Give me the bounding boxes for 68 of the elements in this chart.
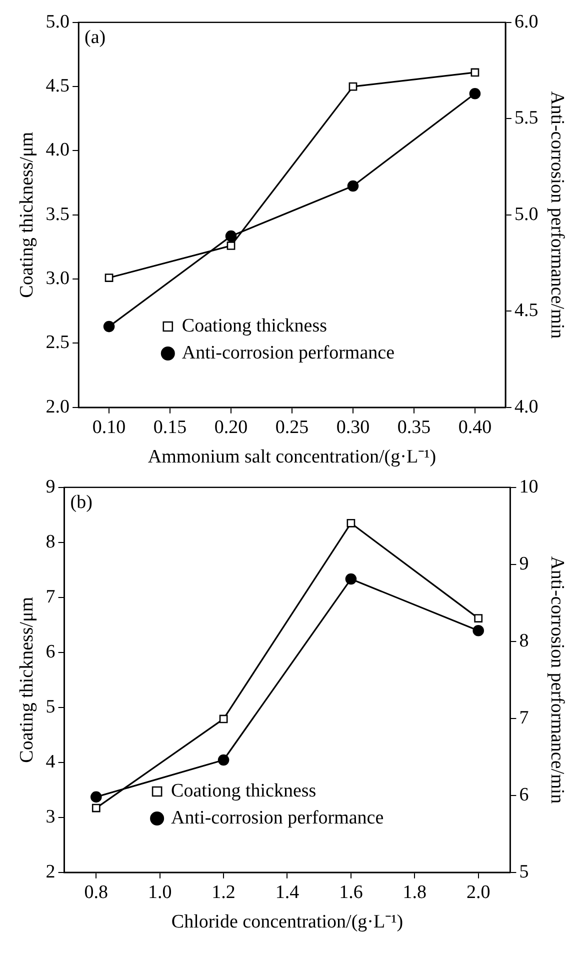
point [90,791,102,803]
y2-tick-label: 8 [519,630,529,652]
y2-tick-label: 5.5 [514,108,538,129]
y2-tick-label: 10 [519,476,538,498]
y2-axis-title: Anti-corrosion performance/min [546,91,568,340]
point [347,180,359,192]
point [469,88,481,100]
y-tick-label: 5 [46,696,56,718]
point [345,573,357,585]
x-tick-label: 0.10 [92,416,126,438]
point [219,714,228,724]
point [225,230,237,242]
x-tick-label: 1.4 [275,882,300,903]
point [226,242,236,250]
x-tick-label: 1.8 [402,882,427,903]
legend-label: Coationg thickness [182,315,328,336]
point [218,754,230,766]
x-axis-title: Chloride concentration/(g·L⁻¹) [171,912,404,933]
legend-label: Coationg thickness [171,780,316,802]
point [348,82,358,91]
y-tick-label: 9 [46,476,56,498]
y-tick-label: 3.0 [46,268,70,290]
y2-tick-label: 6 [519,784,529,806]
y-tick-label: 4.5 [46,76,70,97]
point [346,518,356,528]
x-tick-label: 1.0 [148,882,172,903]
x-tick-label: 0.20 [214,416,248,438]
y2-tick-label: 4.0 [514,396,538,418]
x-tick-label: 0.25 [275,416,309,438]
y2-tick-label: 7 [519,707,529,728]
y-tick-label: 3 [46,806,56,828]
x-tick-label: 0.35 [397,416,431,438]
x-tick-label: 2.0 [466,882,490,903]
annotation: (b) [70,492,92,513]
x-tick-label: 1.2 [212,882,236,903]
y-tick-label: 5.0 [46,11,70,32]
point [92,804,100,812]
x-tick-label: 0.8 [84,882,108,903]
y-axis-title: Coating thickness/μm [16,132,38,298]
y-tick-label: 3.5 [46,204,70,225]
y-axis-title: Coating thickness/μm [16,596,38,763]
x-tick-label: 0.15 [153,416,187,438]
point [104,274,114,282]
legend-label: Anti-corrosion performance [171,807,384,828]
y2-tick-label: 5 [519,861,529,882]
y2-tick-label: 9 [519,553,529,574]
y-tick-label: 8 [46,531,56,552]
point [470,68,480,77]
point [474,614,483,622]
y-tick-label: 2.0 [46,396,70,418]
y2-tick-label: 4.5 [514,300,538,322]
y-tick-label: 4 [46,751,56,772]
point [103,320,115,332]
y2-tick-label: 5.0 [514,204,538,225]
x-axis-title: Ammonium salt concentration/(g·L⁻¹) [148,446,436,468]
legend-label: Anti-corrosion performance [182,342,394,364]
y2-tick-label: 6.0 [514,11,538,32]
point [472,624,484,636]
y-tick-label: 6 [46,641,56,662]
x-tick-label: 1.6 [339,882,363,903]
y-tick-label: 2 [46,861,56,882]
x-tick-label: 0.30 [336,416,370,438]
x-tick-label: 0.40 [458,416,492,438]
y-tick-label: 7 [46,586,56,608]
annotation: (a) [84,26,106,48]
y2-axis-title: Anti-corrosion performance/min [546,556,568,804]
y-tick-label: 4.0 [46,140,70,161]
y-tick-label: 2.5 [46,332,70,354]
